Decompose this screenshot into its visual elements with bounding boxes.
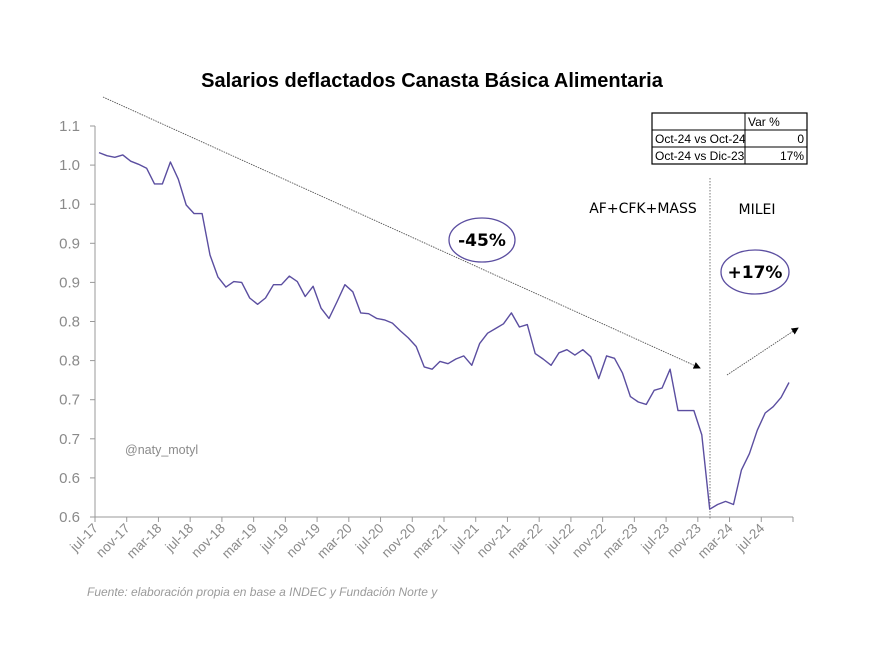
- chart-title: Salarios deflactados Canasta Básica Alim…: [201, 70, 664, 92]
- table-cell: Oct-24 vs Oct-24: [655, 132, 746, 146]
- decline-trend-arrow: [102, 96, 701, 369]
- x-tick-label: mar-23: [600, 521, 641, 562]
- x-tick-label: mar-21: [409, 521, 450, 562]
- x-tick-label: mar-22: [504, 521, 545, 562]
- y-ticks: 1.1 1.0 1.0 0.9 0.9 0.8 0.8 0.7 0.7 0.6 0.6: [59, 118, 95, 526]
- rise-label: +17%: [728, 263, 783, 283]
- x-ticks: jul-17nov-17mar-18jul-18nov-18mar-19jul-…: [66, 517, 794, 562]
- series-line: [98, 151, 790, 510]
- y-tick-label: 0.6: [59, 470, 80, 487]
- period-before-label: AF+CFK+MASS: [589, 201, 697, 217]
- y-tick-label: 1.0: [59, 157, 80, 174]
- rise-trend-arrow: [726, 327, 799, 376]
- y-tick-label: 0.7: [59, 431, 80, 448]
- decline-label: -45%: [458, 231, 506, 251]
- x-tick-label: mar-18: [124, 521, 165, 562]
- x-tick-label: mar-20: [314, 521, 355, 562]
- table-cell: 17%: [780, 149, 804, 163]
- y-tick-label: 1.1: [59, 118, 80, 135]
- y-tick-label: 0.9: [59, 235, 80, 252]
- y-tick-label: 0.8: [59, 314, 80, 331]
- x-tick-label: mar-19: [219, 521, 260, 562]
- table-border: [651, 112, 808, 165]
- decline-ellipse: [448, 217, 516, 263]
- y-tick-label: 0.7: [59, 392, 80, 409]
- y-tick-label: 0.9: [59, 274, 80, 291]
- series-points: [98, 152, 790, 510]
- variation-table: Var % Oct-24 vs Oct-24 0 Oct-24 vs Dic-2…: [651, 112, 808, 165]
- watermark: @naty_motyl: [125, 443, 198, 457]
- table-cell: Oct-24 vs Dic-23: [655, 149, 745, 163]
- x-tick-label: jul-24: [733, 520, 768, 555]
- table-cell: 0: [797, 132, 804, 146]
- source-note: Fuente: elaboración propia en base a IND…: [87, 585, 438, 599]
- x-tick-label: mar-24: [695, 520, 736, 561]
- table-header-var: Var %: [748, 115, 780, 129]
- y-tick-label: 1.0: [59, 196, 80, 213]
- y-tick-label: 0.8: [59, 353, 80, 370]
- period-after-label: MILEI: [739, 202, 776, 218]
- rise-ellipse: [720, 249, 790, 295]
- y-tick-label: 0.6: [59, 509, 80, 526]
